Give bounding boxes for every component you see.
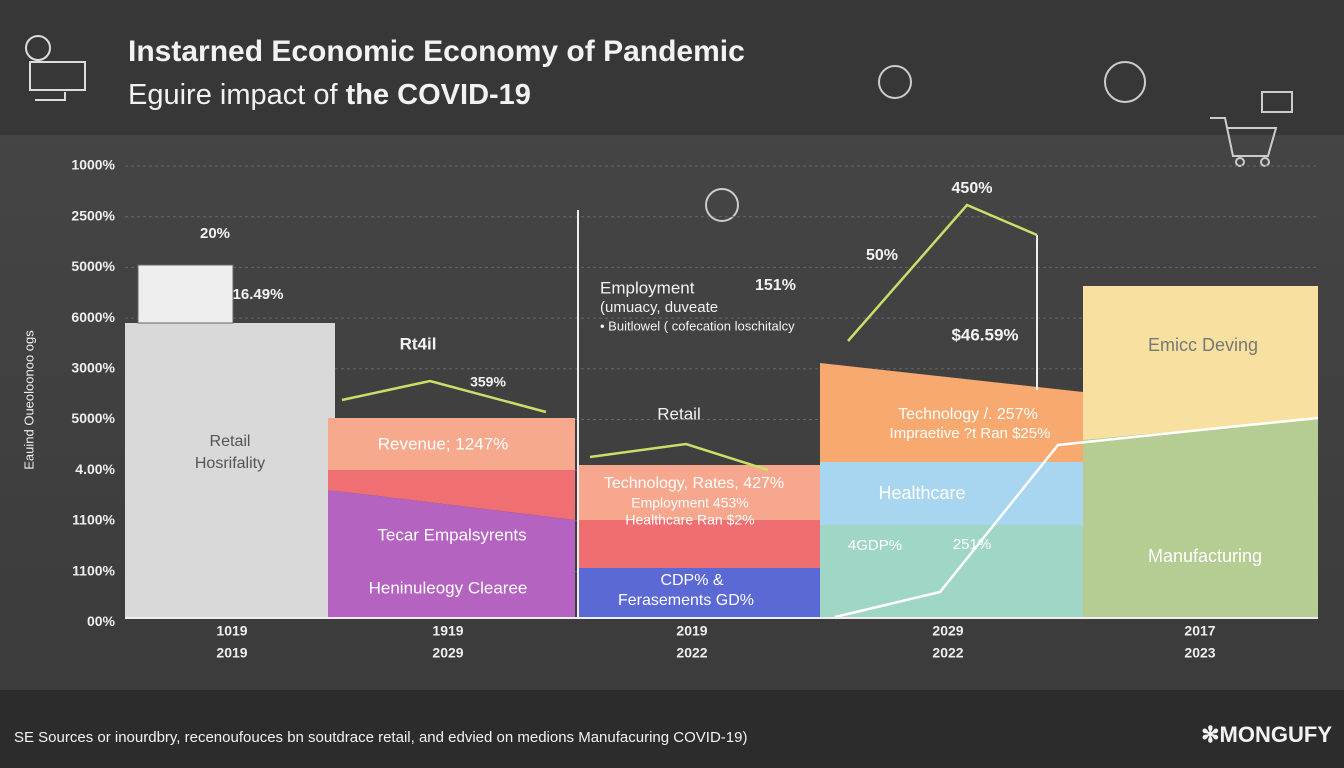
y-label: 5000% bbox=[71, 258, 115, 274]
panel-text: Healthcare bbox=[878, 483, 965, 503]
x-label: 2022 bbox=[676, 645, 707, 661]
panel-block bbox=[578, 465, 820, 520]
panel-block bbox=[125, 323, 335, 617]
panel-text: 251% bbox=[953, 536, 991, 553]
y-labels: 1000% 2500% 5000% 6000% 3000% 5000% 4.00% 1100%… bbox=[71, 157, 115, 629]
y-axis-title: Eauind Oueoloonoo ogs bbox=[21, 330, 36, 470]
building-icon bbox=[137, 264, 234, 324]
x-label: 2019 bbox=[676, 623, 707, 639]
y-label: 3000% bbox=[71, 360, 115, 376]
title: Instarned Economic Economy of Pandemic bbox=[128, 35, 745, 68]
subtitle-bold: the COVID-19 bbox=[346, 79, 531, 111]
panel-block bbox=[820, 462, 1083, 525]
panel-block bbox=[328, 470, 575, 520]
panel-block bbox=[328, 490, 575, 617]
x-label: 2023 bbox=[1184, 645, 1215, 661]
note: 151% bbox=[755, 277, 796, 294]
x-label: 2022 bbox=[932, 645, 963, 661]
panel-text: CDP% & bbox=[660, 572, 723, 589]
note: Retail bbox=[657, 404, 700, 423]
panel-block bbox=[578, 568, 820, 617]
y-label: 1100% bbox=[72, 512, 115, 528]
decor-icons bbox=[705, 61, 1293, 222]
panel-block bbox=[578, 520, 820, 568]
subtitle-plain: Eguire impact of bbox=[128, 79, 346, 111]
y-label: 2500% bbox=[71, 207, 115, 223]
panel-text: Tecar Empalsyrents bbox=[377, 525, 526, 544]
brand: ✻MONGUFY bbox=[1201, 722, 1332, 747]
panel-block bbox=[820, 363, 1083, 462]
panel-text: Technology, Rates, 427% bbox=[604, 475, 784, 492]
panel-text: Technology /. 257% bbox=[898, 406, 1038, 423]
y-label: 00% bbox=[87, 613, 116, 629]
panel-text: Hosrifality bbox=[195, 455, 265, 472]
x-label: 2019 bbox=[216, 645, 247, 661]
panel-text: Heninuleogy Clearee bbox=[369, 578, 528, 597]
x-label: 1019 bbox=[216, 623, 247, 639]
panel-text: Employment 453% bbox=[631, 495, 749, 511]
y-label: 1000% bbox=[71, 157, 115, 173]
panel-block bbox=[1083, 418, 1318, 617]
trend-line bbox=[834, 416, 1319, 619]
subtitle: Eguire impact of the COVID-19 bbox=[128, 79, 531, 111]
panel-block bbox=[1083, 286, 1318, 440]
x-label: 2029 bbox=[432, 645, 463, 661]
panel-text: Retail bbox=[210, 433, 251, 450]
y-label: 1100% bbox=[72, 562, 115, 578]
x-label: 2029 bbox=[932, 623, 963, 639]
y-label: 4.00% bbox=[75, 461, 115, 477]
note: Rt4il bbox=[400, 334, 437, 353]
footer-band bbox=[0, 690, 1344, 768]
note: $46.59% bbox=[951, 325, 1018, 344]
header-band bbox=[0, 0, 1344, 135]
note: 20% bbox=[200, 225, 230, 242]
panel-block bbox=[328, 418, 575, 470]
panel-text: Impraetive ?t Ran $25% bbox=[890, 425, 1051, 442]
trend-lines bbox=[341, 203, 1038, 472]
note: 50% bbox=[866, 247, 898, 264]
panel-text: Revenue; 1247% bbox=[378, 434, 508, 453]
x-label: 1919 bbox=[432, 623, 463, 639]
panel-text: Manufacturing bbox=[1148, 546, 1262, 566]
y-label: 5000% bbox=[71, 410, 115, 426]
note: 450% bbox=[952, 180, 993, 197]
note: 16.49% bbox=[233, 286, 284, 303]
note: (umuacy, duveate bbox=[600, 299, 718, 316]
x-labels: 1019 2019 1919 2029 2019 2022 2029 2022 2017 2023 bbox=[216, 623, 1215, 661]
panel-block bbox=[820, 525, 1083, 617]
y-label: 6000% bbox=[71, 309, 115, 325]
panel-text: Ferasements GD% bbox=[618, 592, 754, 609]
x-label: 2017 bbox=[1184, 623, 1215, 639]
note: • Buitlowel ( cofecation loschitalcy bbox=[600, 318, 795, 333]
panel-text: Emicc Deving bbox=[1148, 335, 1258, 355]
header-icon bbox=[25, 35, 86, 101]
source-note: SE Sources or inourdbry, recenoufouces b… bbox=[14, 729, 747, 746]
panel-text: Healthcare Ran $2% bbox=[625, 512, 754, 528]
panel-text: 4GDP% bbox=[848, 537, 902, 554]
note: Employment bbox=[600, 278, 695, 297]
note: 359% bbox=[470, 374, 506, 390]
